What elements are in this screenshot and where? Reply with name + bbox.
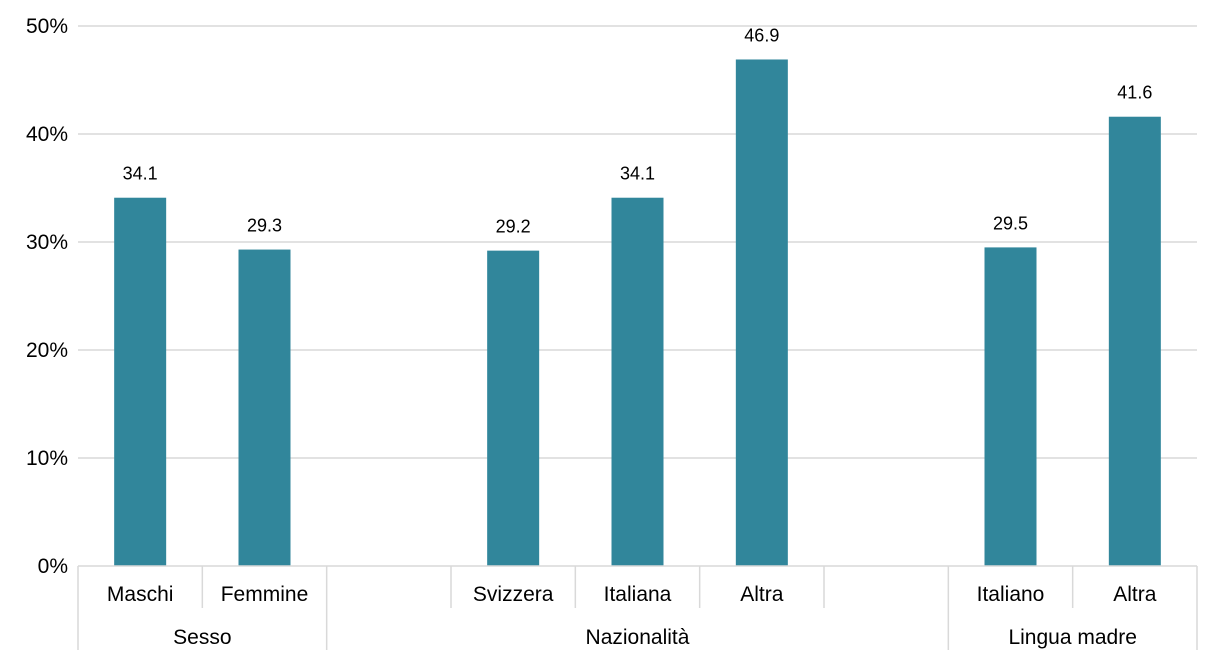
bar	[611, 197, 664, 566]
group-label: Sesso	[173, 626, 231, 649]
bar	[1108, 116, 1161, 566]
bars	[114, 59, 1161, 566]
y-tick-label: 10%	[26, 447, 68, 470]
bar	[487, 250, 540, 566]
category-label: Altra	[740, 583, 784, 606]
category-label: Femmine	[221, 583, 309, 606]
bar	[735, 59, 788, 566]
data-labels: 34.1 29.3 29.2 34.1 46.9 29.5 41.6	[123, 25, 1153, 236]
data-label: 29.2	[496, 217, 531, 237]
bar	[984, 247, 1037, 566]
y-tick-label: 0%	[38, 555, 68, 578]
y-tick-label: 30%	[26, 231, 68, 254]
category-label: Svizzera	[473, 583, 554, 606]
data-label: 34.1	[620, 164, 655, 184]
data-label: 29.3	[247, 216, 282, 236]
x-axis: Maschi Femmine Svizzera Italiana Altra Italia…	[77, 565, 1198, 650]
category-label: Italiano	[977, 583, 1045, 606]
data-label: 34.1	[123, 164, 158, 184]
data-label: 29.5	[993, 213, 1028, 233]
y-axis-tick-labels: 0% 10% 20% 30% 40% 50%	[26, 15, 68, 578]
bar	[238, 249, 291, 566]
group-label: Nazionalità	[586, 626, 690, 649]
data-label: 41.6	[1117, 83, 1152, 103]
y-tick-label: 40%	[26, 123, 68, 146]
category-label: Italiana	[604, 583, 672, 606]
data-label: 46.9	[744, 25, 779, 45]
y-tick-label: 50%	[26, 15, 68, 38]
y-tick-label: 20%	[26, 339, 68, 362]
category-label: Altra	[1113, 583, 1157, 606]
category-label: Maschi	[107, 583, 174, 606]
group-label: Lingua madre	[1008, 626, 1136, 649]
bar	[114, 197, 167, 566]
